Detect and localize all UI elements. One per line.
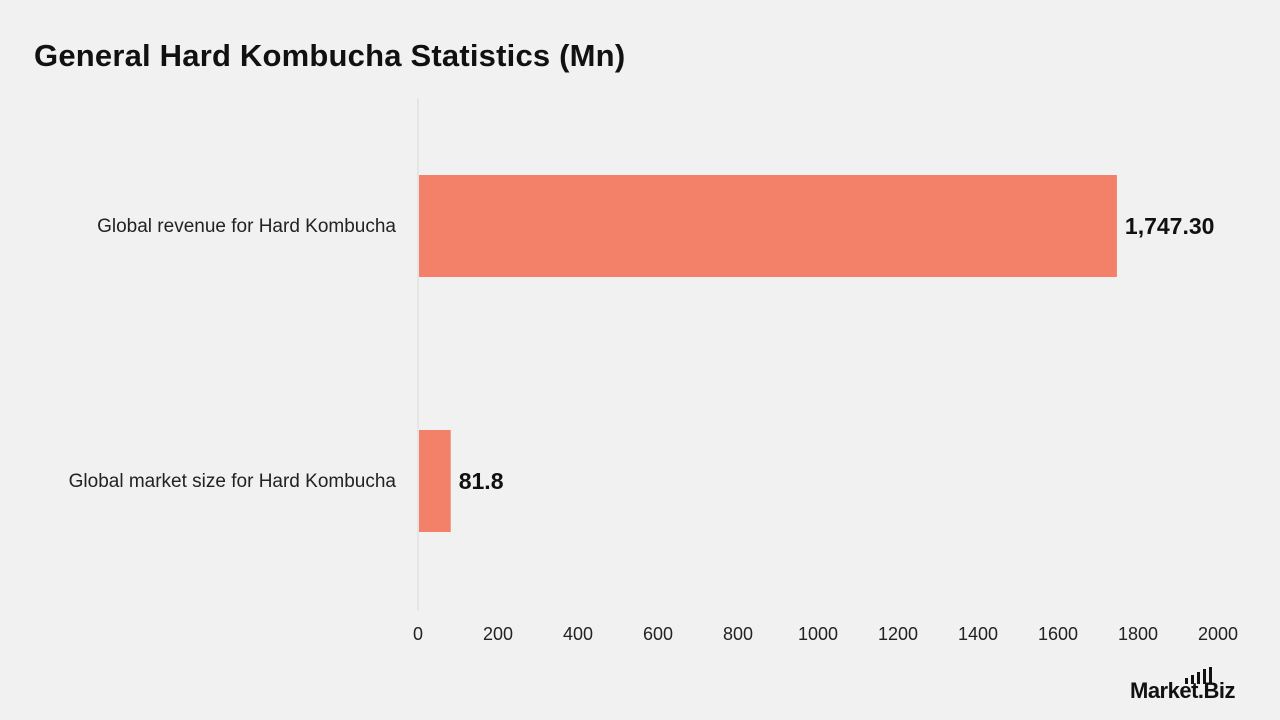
labels-layer: Global revenue for Hard Kombucha 1,747.30… [69, 213, 1215, 494]
x-tick-label: 2000 [1198, 624, 1238, 644]
bar [419, 430, 451, 532]
x-tick-label: 800 [723, 624, 753, 644]
x-tick-label: 200 [483, 624, 513, 644]
bar [419, 175, 1117, 277]
chart-title: General Hard Kombucha Statistics (Mn) [34, 38, 626, 73]
data-label: 1,747.30 [1125, 213, 1215, 239]
x-tick-label: 0 [413, 624, 423, 644]
x-tick-label: 1800 [1118, 624, 1158, 644]
brand-name: Market.Biz [1130, 678, 1236, 703]
brand-logo: Market.Biz [1130, 667, 1260, 708]
axis-layer: 0 200 400 600 800 1000 1200 1400 1600 1800 2000 [413, 98, 1238, 644]
data-label: 81.8 [459, 468, 504, 494]
x-tick-label: 600 [643, 624, 673, 644]
x-tick-label: 1600 [1038, 624, 1078, 644]
bars-layer [419, 175, 1117, 532]
category-label: Global market size for Hard Kombucha [69, 471, 397, 492]
x-tick-label: 1000 [798, 624, 838, 644]
brand-bars-icon [1182, 667, 1228, 684]
category-label: Global revenue for Hard Kombucha [97, 216, 396, 237]
x-tick-label: 1400 [958, 624, 998, 644]
x-tick-label: 1200 [878, 624, 918, 644]
x-tick-label: 400 [563, 624, 593, 644]
